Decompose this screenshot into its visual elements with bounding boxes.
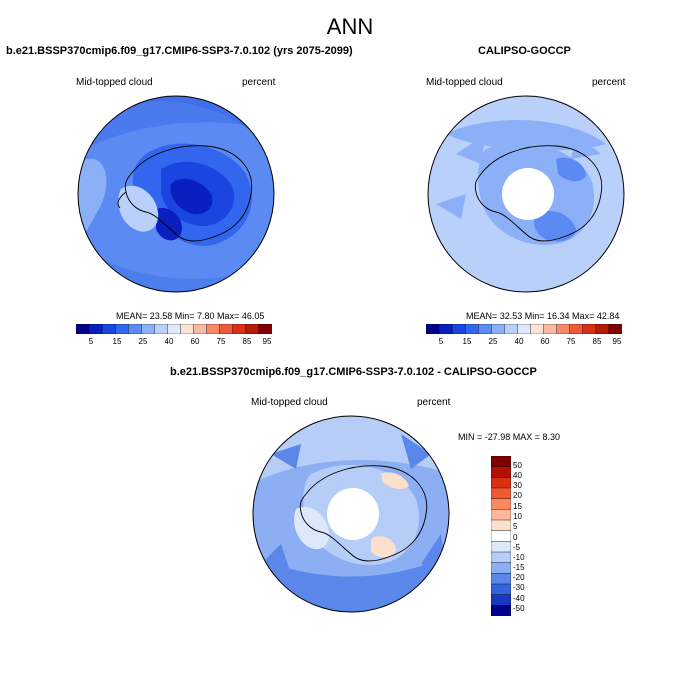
panel-2-colorbar-tick: 40 [514, 337, 524, 346]
colorbar-swatch [76, 324, 90, 334]
colorbar-swatch [101, 324, 116, 334]
panel-1-colorbar-tick: 85 [242, 337, 252, 346]
panel-3-colorbar-tick: -20 [513, 573, 525, 582]
panel-2-stats: MEAN= 32.53 Min= 16.34 Max= 42.84 [466, 311, 620, 321]
colorbar-swatch [88, 324, 103, 334]
panel-1-units-label: percent [242, 77, 276, 88]
colorbar-swatch [478, 324, 492, 334]
colorbar-swatch [491, 509, 511, 521]
colorbar-swatch [491, 562, 511, 574]
panel-3-colorbar-tick: 15 [513, 502, 522, 511]
panel-1-colorbar-tick: 40 [164, 337, 174, 346]
panel-3-colorbar-tick: 20 [513, 491, 522, 500]
panel-2-colorbar-tick: 75 [566, 337, 576, 346]
panel-2-polar-map [427, 95, 625, 293]
colorbar-swatch [491, 541, 511, 553]
panel-1-stats: MEAN= 23.58 Min= 7.80 Max= 46.05 [116, 311, 265, 321]
panel-2-title: CALIPSO-GOCCP [478, 45, 571, 57]
colorbar-swatch [491, 456, 511, 468]
panel-3-colorbar-tick: -5 [513, 543, 521, 552]
panel-2-colorbar-tick: 60 [540, 337, 550, 346]
colorbar-swatch [426, 324, 440, 334]
colorbar-swatch [232, 324, 247, 334]
colorbar-swatch [530, 324, 545, 334]
panel-2-colorbar [426, 324, 622, 334]
panel-2-colorbar-tick: 95 [612, 337, 622, 346]
colorbar-swatch [167, 324, 182, 334]
panel-1-colorbar-tick: 95 [262, 337, 272, 346]
panel-2-colorbar-tick: 25 [488, 337, 498, 346]
colorbar-swatch [491, 605, 511, 616]
panel-3-colorbar-tick: 10 [513, 512, 522, 521]
panel-2-units-label: percent [592, 77, 626, 88]
panel-1-variable-label: Mid-topped cloud [76, 77, 153, 88]
colorbar-swatch [141, 324, 155, 334]
panel-3-colorbar-tick: -40 [513, 594, 525, 603]
panel-3-title: b.e21.BSSP370cmip6.f09_g17.CMIP6-SSP3-7.… [170, 366, 537, 378]
colorbar-swatch [569, 324, 584, 334]
panel-1-colorbar-tick: 25 [138, 337, 148, 346]
colorbar-swatch [491, 573, 511, 585]
colorbar-swatch [491, 583, 511, 596]
colorbar-swatch [608, 324, 622, 334]
panel-3-colorbar-tick: -30 [513, 583, 525, 592]
panel-3-polar-map [252, 415, 450, 613]
panel-3-colorbar-tick: 5 [513, 522, 518, 531]
colorbar-swatch [491, 487, 511, 500]
panel-3-variable-label: Mid-topped cloud [251, 397, 328, 408]
panel-1-colorbar-tick: 60 [190, 337, 200, 346]
panel-2-colorbar-tick: 15 [462, 337, 472, 346]
colorbar-swatch [504, 324, 518, 334]
colorbar-swatch [491, 324, 505, 334]
panel-3-units-label: percent [417, 397, 451, 408]
colorbar-swatch [438, 324, 453, 334]
colorbar-swatch [491, 594, 511, 606]
panel-3-colorbar-tick: -10 [513, 553, 525, 562]
colorbar-swatch [543, 324, 558, 334]
panel-1-polar-map [77, 95, 275, 293]
panel-3-colorbar-tick: -15 [513, 563, 525, 572]
colorbar-swatch [128, 324, 142, 334]
panel-3-colorbar-tick: -50 [513, 604, 525, 613]
panel-2-variable-label: Mid-topped cloud [426, 77, 503, 88]
panel-2-colorbar-tick: 85 [592, 337, 602, 346]
colorbar-swatch [193, 324, 208, 334]
colorbar-swatch [491, 530, 511, 542]
panel-1-colorbar-tick: 75 [216, 337, 226, 346]
colorbar-swatch [582, 324, 597, 334]
panel-1-colorbar-tick: 5 [88, 337, 94, 346]
panel-2-colorbar-tick: 5 [438, 337, 444, 346]
colorbar-swatch [491, 519, 511, 532]
colorbar-swatch [451, 324, 466, 334]
panel-3-colorbar-tick: 0 [513, 533, 518, 542]
panel-3-stats: MIN = -27.98 MAX = 8.30 [458, 432, 561, 442]
colorbar-swatch [491, 466, 511, 478]
colorbar-swatch [595, 324, 610, 334]
panel-3-colorbar-tick: 30 [513, 481, 522, 490]
colorbar-swatch [491, 551, 511, 564]
main-title: ANN [326, 14, 374, 39]
colorbar-swatch [491, 498, 511, 510]
colorbar-swatch [154, 324, 168, 334]
panel-3-colorbar-tick: 50 [513, 461, 522, 470]
panel-3-colorbar-tick: 40 [513, 471, 522, 480]
colorbar-swatch [206, 324, 221, 334]
colorbar-swatch [219, 324, 234, 334]
colorbar-swatch [491, 477, 511, 489]
panel-3-colorbar [491, 456, 511, 616]
panel-1-title: b.e21.BSSP370cmip6.f09_g17.CMIP6-SSP3-7.… [6, 45, 353, 57]
colorbar-swatch [180, 324, 195, 334]
colorbar-swatch [115, 324, 129, 334]
colorbar-swatch [245, 324, 260, 334]
colorbar-swatch [258, 324, 272, 334]
panel-1-colorbar [76, 324, 272, 334]
colorbar-swatch [517, 324, 532, 334]
panel-1-colorbar-tick: 15 [112, 337, 122, 346]
colorbar-swatch [556, 324, 571, 334]
colorbar-swatch [465, 324, 479, 334]
